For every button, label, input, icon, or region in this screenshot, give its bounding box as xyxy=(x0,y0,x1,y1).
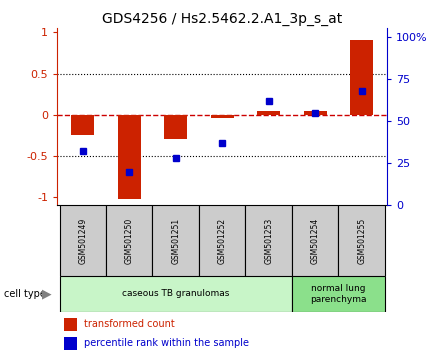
Text: GSM501249: GSM501249 xyxy=(78,218,87,264)
Bar xyxy=(64,337,77,350)
Text: GSM501255: GSM501255 xyxy=(357,218,366,264)
Text: transformed count: transformed count xyxy=(84,319,174,329)
Bar xyxy=(59,276,292,312)
Text: percentile rank within the sample: percentile rank within the sample xyxy=(84,338,249,348)
Bar xyxy=(199,205,246,276)
Text: GSM501254: GSM501254 xyxy=(311,218,319,264)
Text: GSM501251: GSM501251 xyxy=(171,218,180,264)
Bar xyxy=(59,205,106,276)
Bar xyxy=(71,115,95,135)
Bar xyxy=(350,40,373,115)
Bar xyxy=(117,115,141,199)
Text: caseous TB granulomas: caseous TB granulomas xyxy=(122,289,229,298)
Bar xyxy=(304,112,327,115)
Title: GDS4256 / Hs2.5462.2.A1_3p_s_at: GDS4256 / Hs2.5462.2.A1_3p_s_at xyxy=(102,12,342,26)
Bar xyxy=(64,318,77,331)
Text: cell type: cell type xyxy=(4,289,46,299)
Text: GSM501253: GSM501253 xyxy=(264,218,273,264)
Text: ▶: ▶ xyxy=(42,287,51,300)
Bar xyxy=(338,205,385,276)
Text: GSM501252: GSM501252 xyxy=(218,218,227,264)
Text: GSM501250: GSM501250 xyxy=(125,218,134,264)
Bar xyxy=(257,112,280,115)
Text: normal lung
parenchyma: normal lung parenchyma xyxy=(310,284,367,303)
Bar xyxy=(164,115,187,139)
Bar xyxy=(292,205,338,276)
Bar xyxy=(211,115,234,118)
Bar xyxy=(246,205,292,276)
Bar xyxy=(106,205,153,276)
Bar xyxy=(292,276,385,312)
Bar xyxy=(153,205,199,276)
